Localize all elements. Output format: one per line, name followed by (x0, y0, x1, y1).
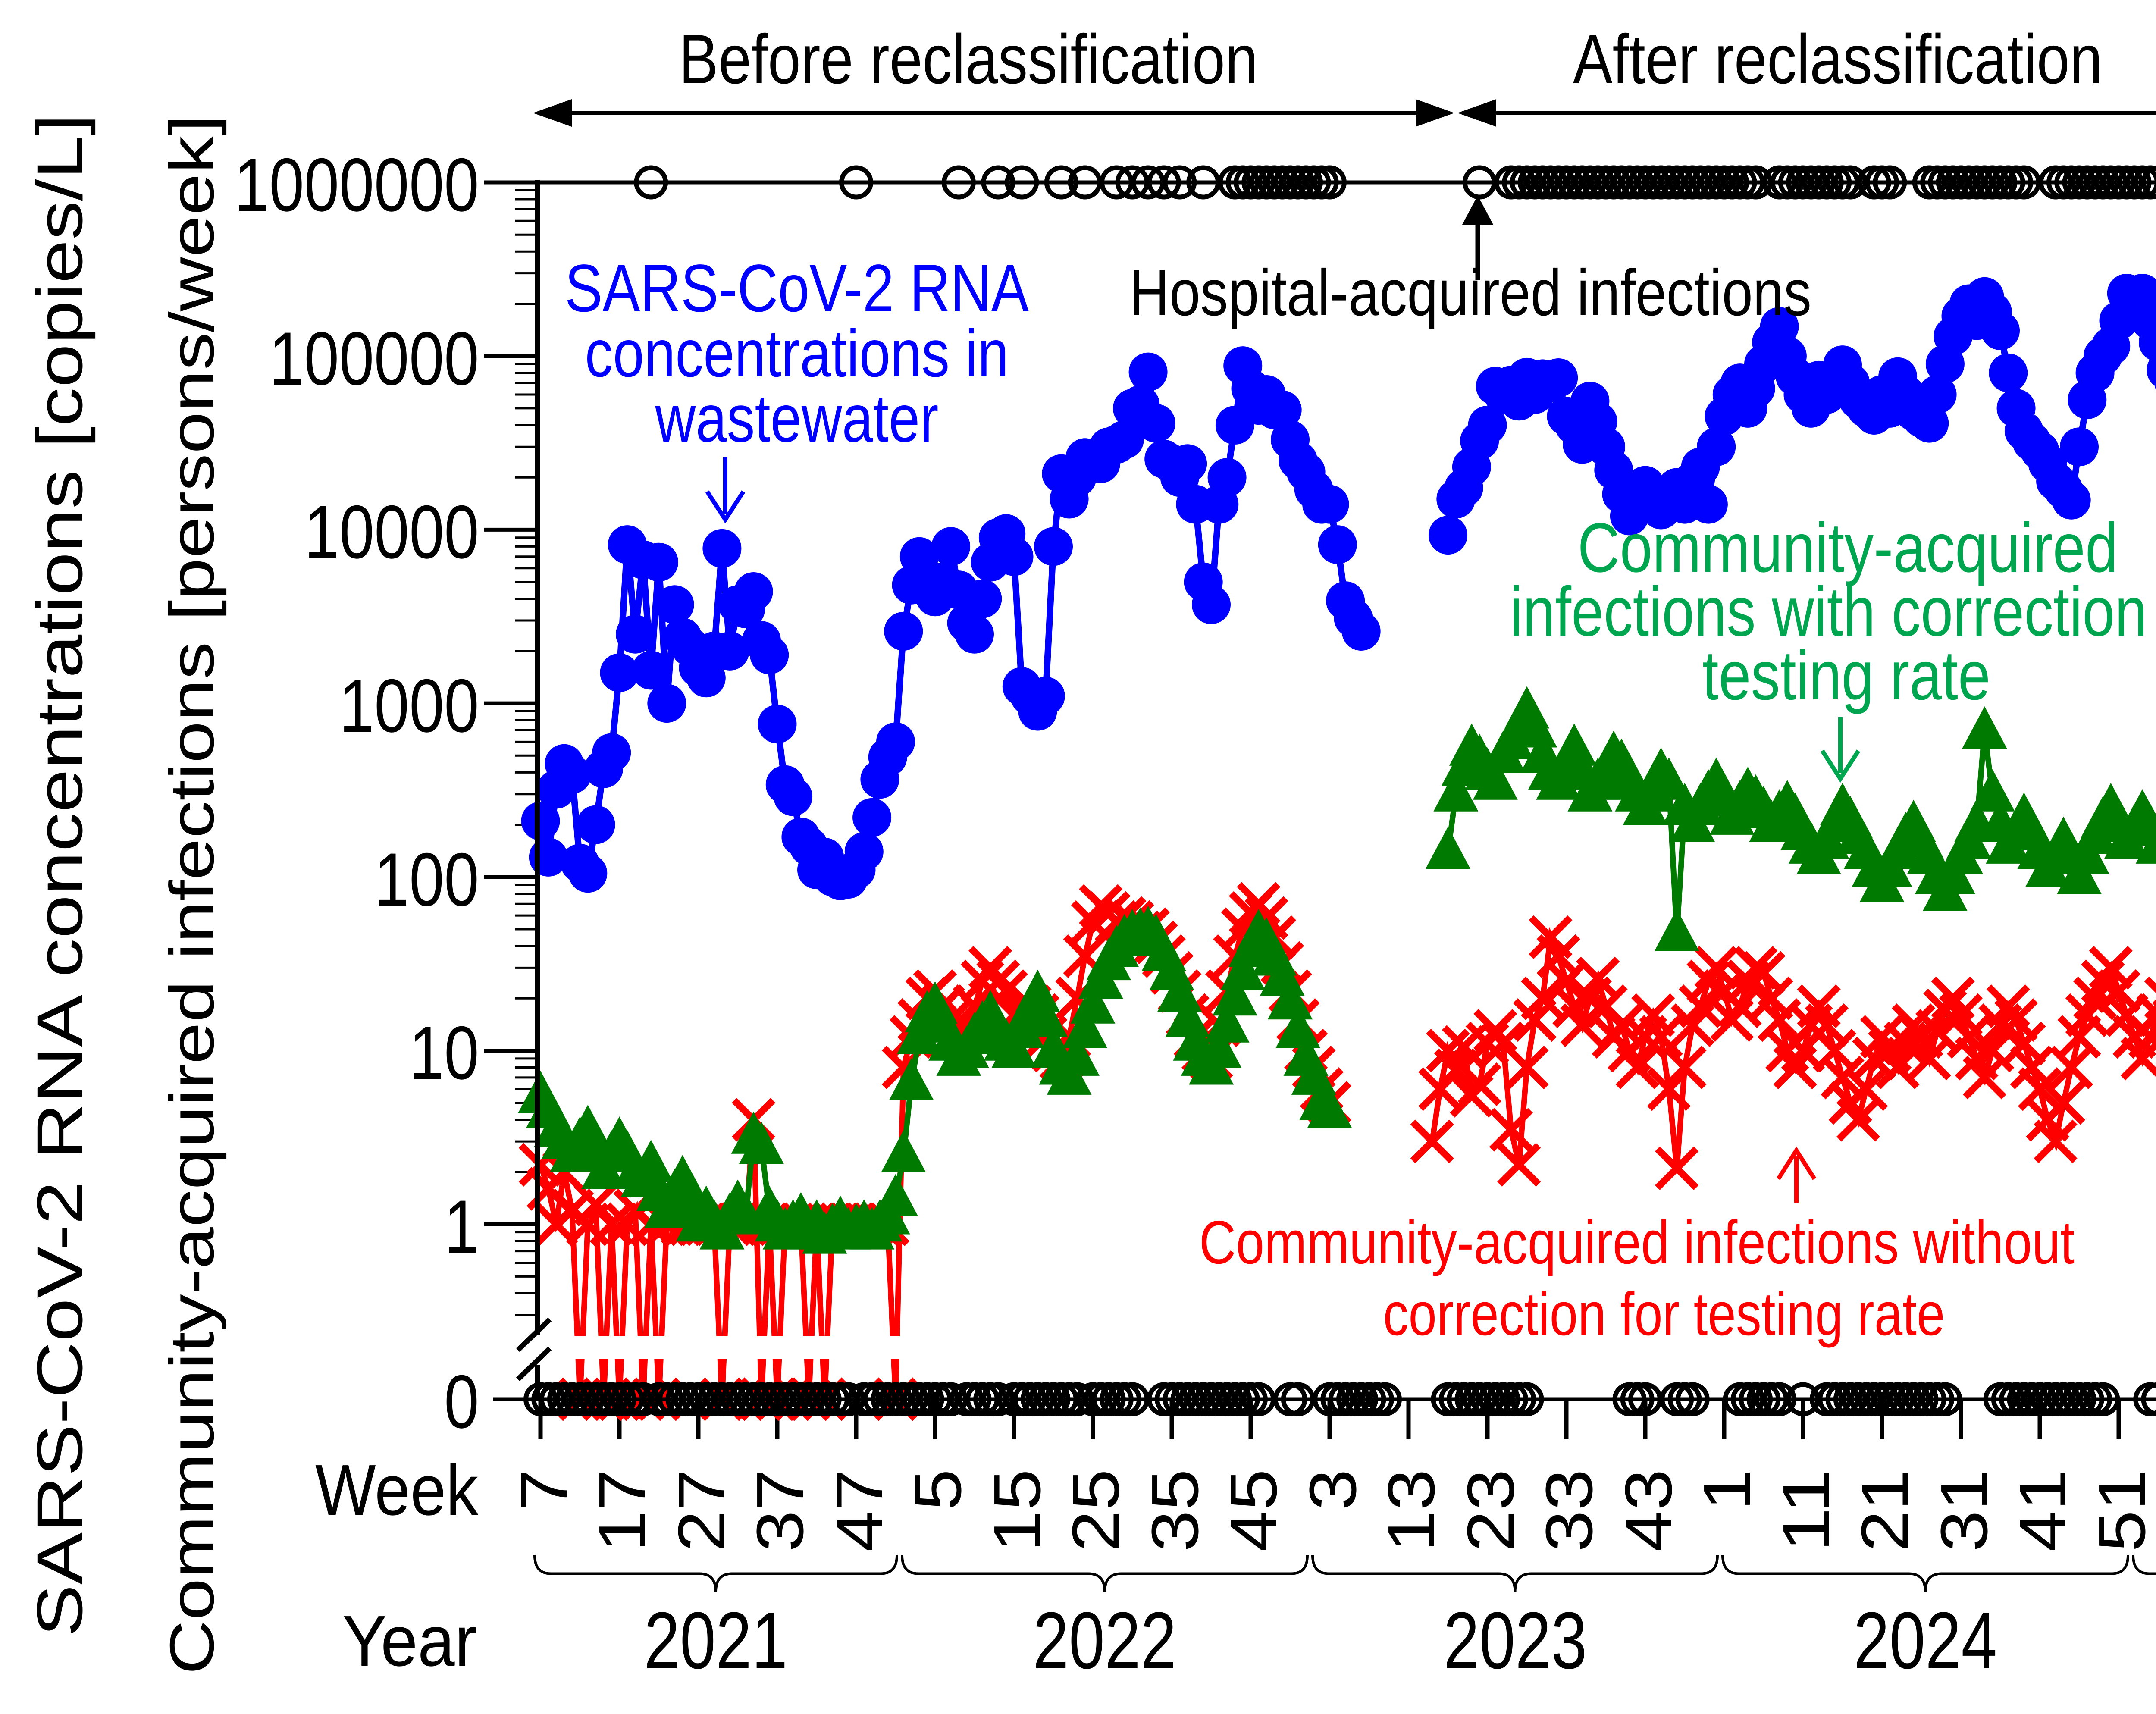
svg-text:5: 5 (901, 1469, 975, 1510)
svg-text:2022: 2022 (1033, 1595, 1177, 1686)
svg-text:51: 51 (2085, 1469, 2156, 1552)
svg-text:31: 31 (1927, 1469, 2001, 1552)
svg-text:100: 100 (374, 838, 479, 922)
svg-text:43: 43 (1611, 1469, 1686, 1552)
svg-text:Community-acquired infections: Community-acquired infections [persons/w… (157, 115, 227, 1675)
svg-text:17: 17 (585, 1469, 659, 1552)
svg-text:33: 33 (1532, 1469, 1606, 1552)
svg-text:10: 10 (409, 1011, 479, 1095)
svg-text:25: 25 (1059, 1469, 1133, 1552)
svg-text:1: 1 (444, 1185, 479, 1269)
svg-text:10000: 10000 (304, 490, 479, 574)
svg-text:7: 7 (507, 1469, 581, 1510)
svg-text:concentrations in: concentrations in (585, 316, 1009, 391)
svg-text:3: 3 (1296, 1469, 1370, 1510)
svg-text:Hospital-acquired infections: Hospital-acquired infections (1129, 256, 1811, 329)
svg-text:27: 27 (664, 1469, 739, 1552)
svg-text:correction for testing rate: correction for testing rate (1383, 1280, 1945, 1348)
svg-text:41: 41 (2006, 1469, 2080, 1552)
svg-text:37: 37 (743, 1469, 817, 1552)
svg-text:100000: 100000 (269, 317, 479, 401)
svg-text:13: 13 (1374, 1469, 1448, 1552)
svg-text:2023: 2023 (1444, 1595, 1587, 1686)
svg-text:wastewater: wastewater (655, 381, 939, 456)
svg-text:2021: 2021 (644, 1595, 788, 1686)
svg-text:45: 45 (1216, 1469, 1291, 1552)
svg-text:Week: Week (315, 1450, 478, 1530)
svg-text:47: 47 (822, 1469, 896, 1552)
svg-text:SARS-CoV-2 RNA: SARS-CoV-2 RNA (565, 251, 1029, 326)
svg-text:Before reclassification: Before reclassification (679, 20, 1258, 98)
svg-text:2024: 2024 (1854, 1595, 1997, 1686)
svg-text:Community-acquired infections: Community-acquired infections without (1199, 1208, 2075, 1277)
svg-text:15: 15 (980, 1469, 1054, 1552)
svg-text:Year: Year (342, 1601, 477, 1681)
svg-text:1: 1 (1690, 1469, 1764, 1510)
svg-text:SARS-CoV-2 RNA concentrations: SARS-CoV-2 RNA concentrations [copies/L] (23, 114, 96, 1637)
svg-text:21: 21 (1848, 1469, 1922, 1552)
svg-text:35: 35 (1138, 1469, 1212, 1552)
svg-text:23: 23 (1454, 1469, 1528, 1552)
svg-text:1000: 1000 (339, 664, 479, 748)
svg-text:testing rate: testing rate (1702, 636, 1990, 714)
svg-text:After reclassification: After reclassification (1573, 20, 2103, 98)
svg-text:11: 11 (1769, 1469, 1843, 1552)
svg-text:1000000: 1000000 (234, 143, 479, 227)
svg-text:0: 0 (444, 1360, 479, 1444)
